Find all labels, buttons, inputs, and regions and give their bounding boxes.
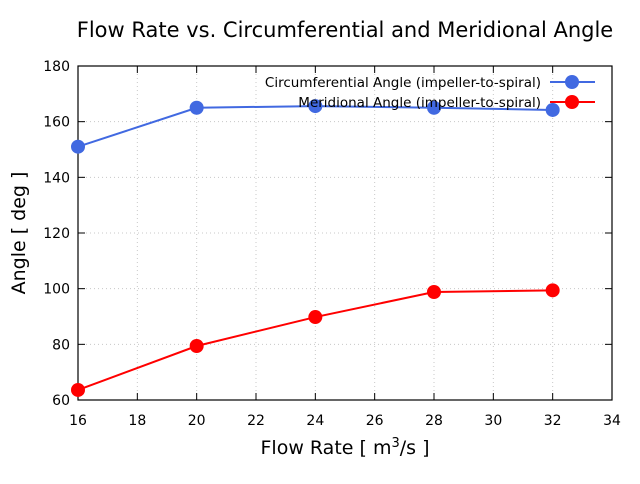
- x-tick-label: 16: [69, 413, 87, 429]
- data-point: [545, 283, 560, 298]
- grid: [78, 66, 612, 400]
- x-axis-label: Flow Rate [ m3/s ]: [260, 436, 429, 459]
- data-point: [545, 102, 560, 117]
- y-tick-label: 160: [43, 115, 70, 131]
- legend: Circumferential Angle (impeller-to-spira…: [265, 75, 595, 111]
- x-tick-label: 18: [128, 413, 146, 429]
- data-point: [308, 310, 323, 325]
- y-tick-label: 60: [52, 393, 70, 409]
- series-line: [77, 289, 553, 391]
- x-tick-label: 20: [188, 413, 206, 429]
- data-point: [189, 339, 204, 354]
- x-tick-label: 26: [366, 413, 384, 429]
- data-point: [308, 99, 323, 114]
- chart-title: Flow Rate vs. Circumferential and Meridi…: [77, 18, 613, 42]
- data-point: [427, 285, 441, 300]
- y-axis-label: Angle [ deg ]: [8, 172, 30, 295]
- series-meridional: [71, 283, 560, 397]
- ticks: 16 18 20 22 24 26 28 30 32 34 60 80 100 120 140 160 180: [43, 59, 621, 429]
- y-tick-label: 100: [43, 282, 70, 298]
- legend-marker: [565, 95, 579, 109]
- x-tick-label: 28: [425, 413, 443, 429]
- x-tick-label: 24: [306, 413, 324, 429]
- data-point: [71, 139, 85, 154]
- y-tick-label: 120: [43, 226, 70, 242]
- data-point: [189, 100, 204, 115]
- legend-marker: [565, 75, 579, 89]
- legend-label: Circumferential Angle (impeller-to-spira…: [265, 75, 541, 91]
- series-circumferential: [71, 99, 560, 154]
- x-tick-label: 34: [603, 413, 621, 429]
- x-tick-label: 22: [247, 413, 265, 429]
- legend-label: Meridional Angle (impeller-to-spiral): [298, 95, 541, 111]
- y-tick-label: 180: [43, 59, 70, 75]
- series-layer: [71, 99, 560, 397]
- y-tick-label: 140: [43, 170, 70, 186]
- x-tick-label: 32: [544, 413, 562, 429]
- x-tick-label: 30: [484, 413, 502, 429]
- data-point: [71, 382, 85, 397]
- data-point: [427, 100, 441, 115]
- y-tick-label: 80: [52, 337, 70, 353]
